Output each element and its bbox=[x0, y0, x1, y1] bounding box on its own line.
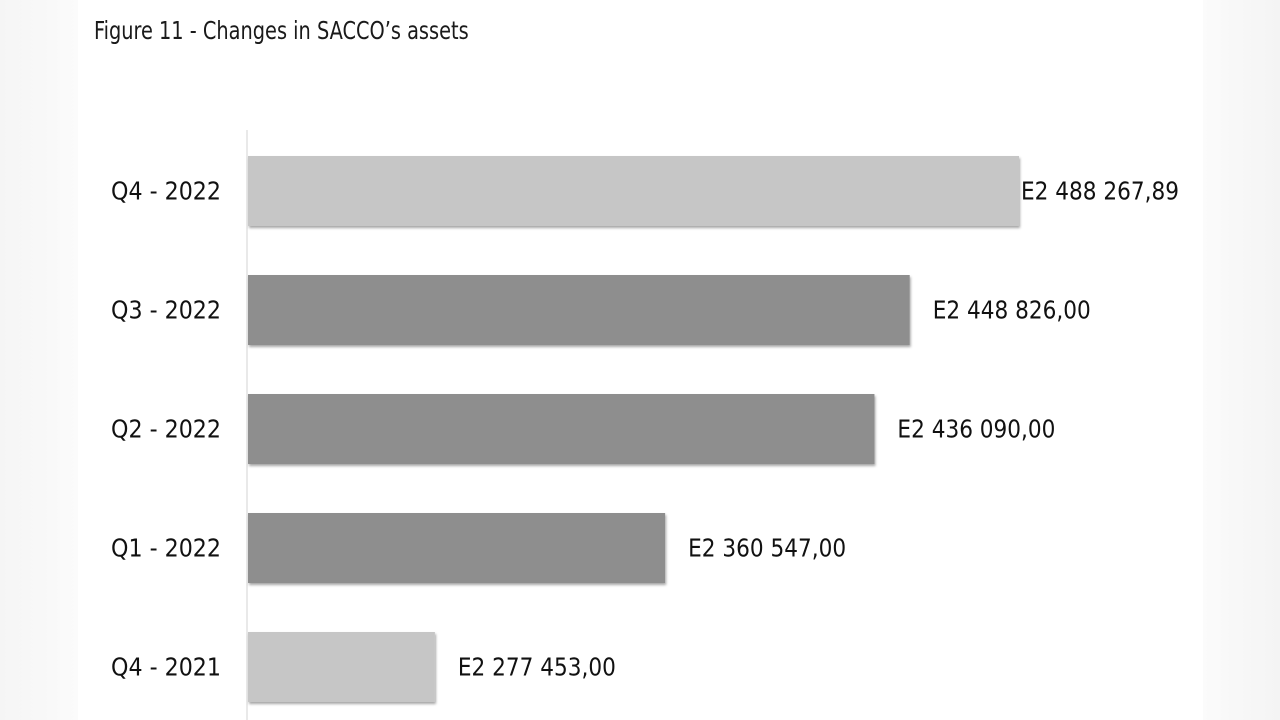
value-label: E2 360 547,00 bbox=[688, 534, 846, 563]
value-label: E2 448 826,00 bbox=[933, 296, 1091, 325]
bar-chart: Q4 - 2022 E2 488 267,89 Q3 - 2022 E2 448 82… bbox=[111, 130, 1179, 720]
figure-title: Figure 11 - Changes in SACCO’s assets bbox=[94, 16, 469, 45]
value-label: E2 436 090,00 bbox=[897, 415, 1055, 444]
category-label: Q2 - 2022 bbox=[111, 415, 221, 444]
left-margin bbox=[0, 0, 78, 720]
bar-q4-2022 bbox=[248, 156, 1019, 226]
bar-q2-2022 bbox=[248, 394, 875, 464]
value-label: E2 277 453,00 bbox=[458, 653, 616, 682]
category-label: Q4 - 2021 bbox=[111, 653, 221, 682]
category-label: Q3 - 2022 bbox=[111, 296, 221, 325]
category-label: Q4 - 2022 bbox=[111, 177, 221, 206]
bar-q3-2022 bbox=[248, 275, 910, 345]
bar-q1-2022 bbox=[248, 513, 666, 583]
figure-panel: Figure 11 - Changes in SACCO’s assets Q4… bbox=[78, 0, 1203, 720]
bar-q4-2021 bbox=[248, 632, 435, 702]
value-label: E2 488 267,89 bbox=[1021, 177, 1179, 206]
category-label: Q1 - 2022 bbox=[111, 534, 221, 563]
right-margin bbox=[1203, 0, 1280, 720]
